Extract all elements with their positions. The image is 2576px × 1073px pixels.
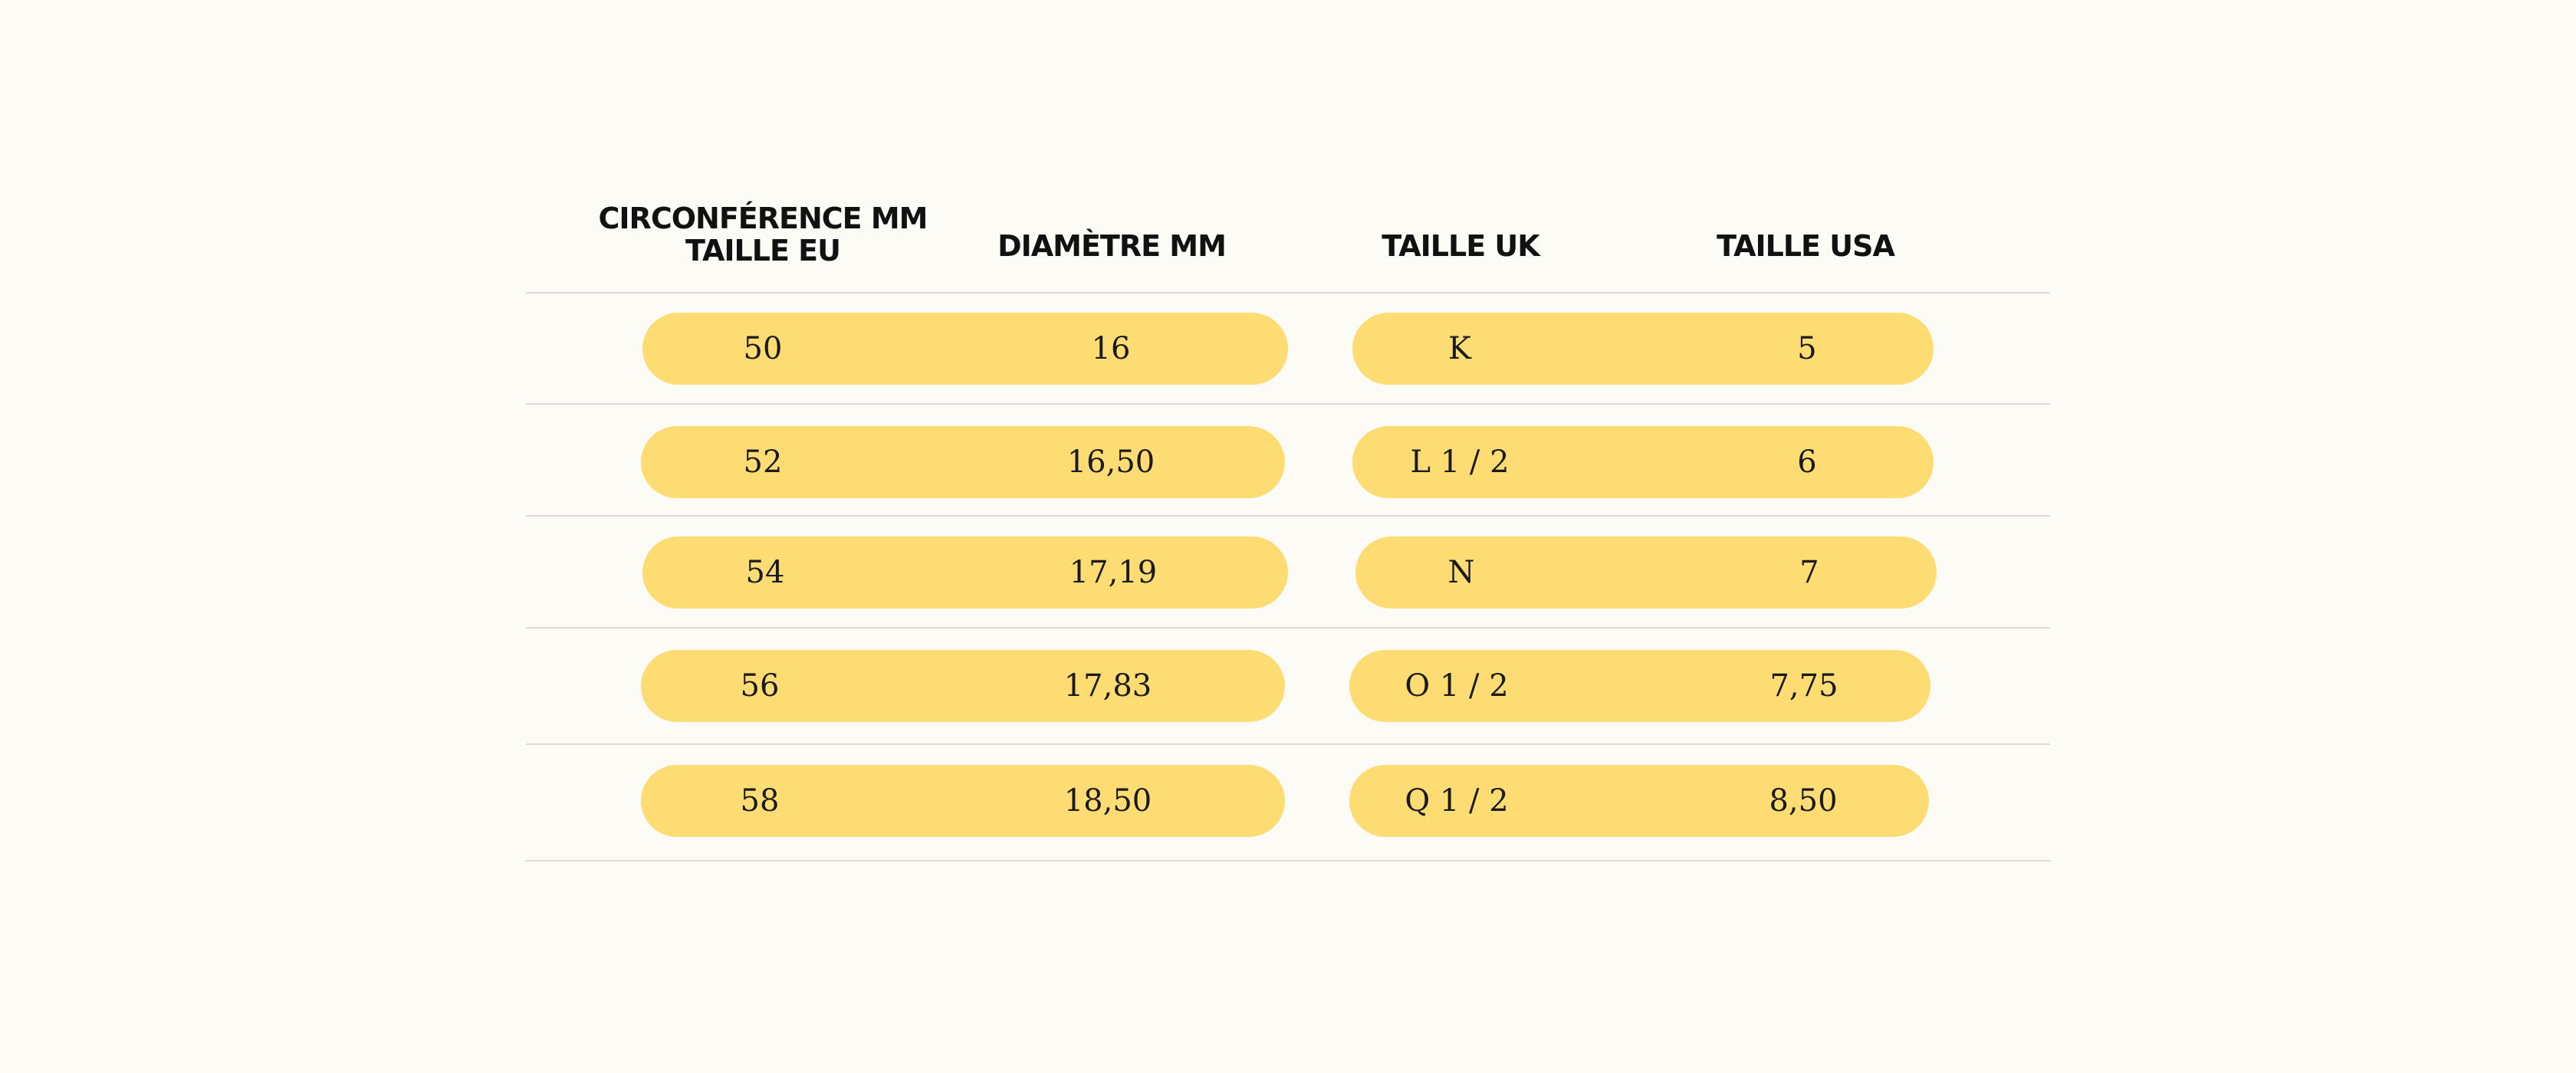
cell-size-uk: Q 1 / 2	[1405, 783, 1509, 819]
row-pill-eu-diameter	[641, 765, 1285, 837]
row-pill-uk-usa	[1352, 313, 1934, 385]
cell-size-uk: N	[1447, 555, 1475, 590]
divider-line	[526, 403, 2050, 405]
header-diameter: DIAMÈTRE MM	[997, 229, 1227, 263]
cell-size-uk: L 1 / 2	[1410, 445, 1510, 480]
cell-diameter: 18,50	[1063, 783, 1152, 819]
cell-size-usa: 5	[1797, 331, 1817, 366]
row-pill-uk-usa	[1355, 536, 1937, 609]
header-size-usa: TAILLE USA	[1717, 229, 1895, 263]
cell-circumference: 54	[745, 555, 785, 590]
divider-line	[526, 292, 2050, 294]
cell-circumference: 52	[743, 445, 783, 480]
header-size-eu-line2: TAILLE EU	[685, 234, 841, 267]
cell-diameter: 17,83	[1063, 668, 1152, 704]
row-pill-uk-usa	[1349, 650, 1930, 722]
cell-size-usa: 8,50	[1769, 783, 1838, 819]
cell-circumference: 58	[740, 783, 780, 819]
cell-diameter: 16,50	[1066, 445, 1155, 480]
divider-line	[526, 860, 2050, 861]
header-size-uk: TAILLE UK	[1382, 229, 1539, 263]
cell-circumference: 50	[743, 331, 783, 366]
cell-size-uk: K	[1448, 331, 1471, 366]
row-pill-uk-usa	[1352, 426, 1934, 498]
cell-size-usa: 6	[1797, 445, 1817, 480]
row-pill-eu-diameter	[642, 313, 1288, 385]
cell-size-usa: 7,75	[1769, 668, 1838, 704]
row-pill-eu-diameter	[641, 426, 1285, 498]
row-pill-eu-diameter	[642, 536, 1288, 609]
divider-line	[526, 627, 2050, 628]
divider-line	[526, 515, 2050, 517]
cell-size-usa: 7	[1799, 555, 1819, 590]
divider-line	[526, 743, 2050, 745]
cell-size-uk: O 1 / 2	[1405, 668, 1509, 704]
header-circumference: CIRCONFÉRENCE MM TAILLE EU	[583, 202, 943, 267]
cell-diameter: 16	[1091, 331, 1131, 366]
row-pill-uk-usa	[1349, 765, 1929, 837]
row-pill-eu-diameter	[641, 650, 1285, 722]
cell-circumference: 56	[740, 668, 780, 704]
cell-diameter: 17,19	[1069, 555, 1158, 590]
header-circumference-line1: CIRCONFÉRENCE MM	[598, 202, 928, 235]
